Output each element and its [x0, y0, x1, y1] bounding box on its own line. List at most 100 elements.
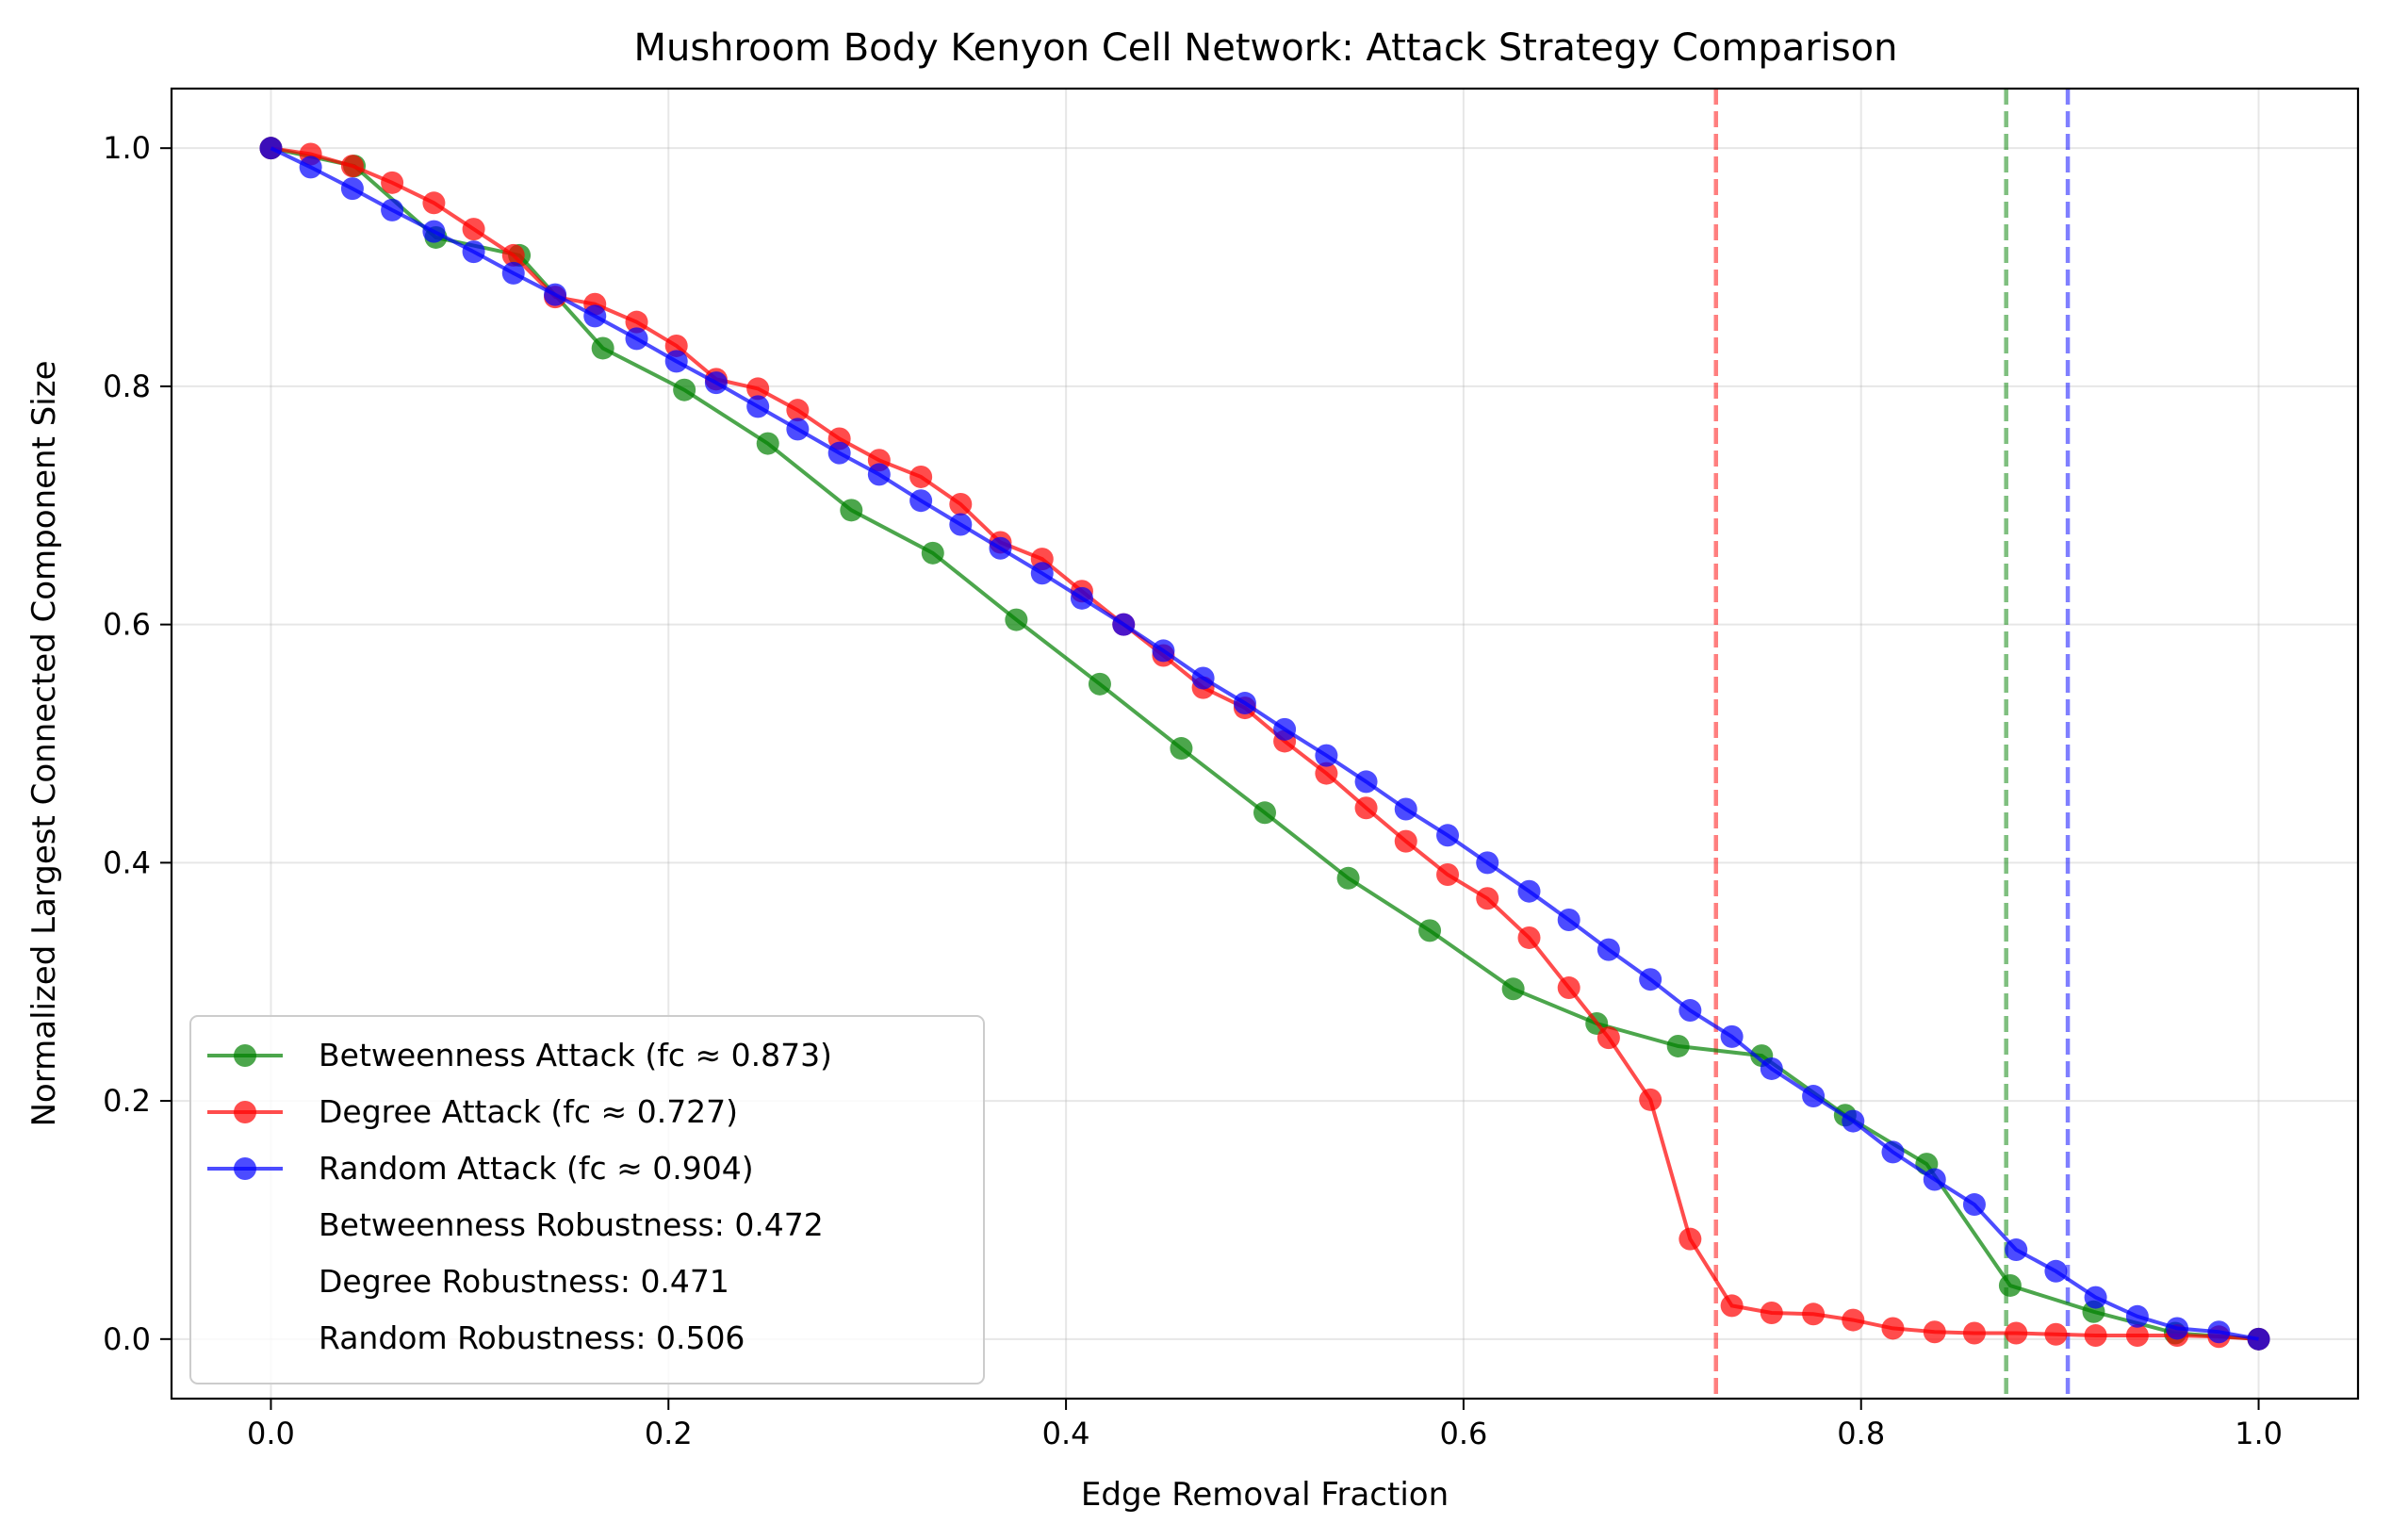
data-point	[1962, 1321, 1986, 1345]
legend-text-betweenness-robustness: Betweenness Robustness: 0.472	[319, 1206, 824, 1243]
data-point	[867, 463, 891, 486]
data-point	[1170, 737, 1193, 761]
data-point	[786, 418, 810, 441]
data-point	[2044, 1322, 2068, 1346]
data-point	[422, 220, 446, 243]
data-point	[501, 243, 525, 267]
data-point	[259, 137, 283, 160]
data-point	[909, 489, 933, 513]
data-point	[1760, 1302, 1783, 1325]
y-tick-label: 0.6	[103, 607, 151, 643]
data-point	[1802, 1302, 1826, 1326]
data-point	[340, 155, 364, 178]
data-point	[1998, 1273, 2022, 1297]
data-point	[1436, 824, 1460, 847]
data-point	[1802, 1085, 1826, 1108]
legend-marker-degree	[234, 1101, 256, 1123]
x-tick-label: 0.4	[1042, 1416, 1090, 1451]
series	[259, 137, 2270, 1351]
y-tick-label: 1.0	[103, 130, 151, 166]
data-point	[1273, 717, 1297, 741]
data-point	[381, 198, 404, 221]
data-point	[1394, 797, 1417, 821]
data-point	[2166, 1317, 2189, 1340]
data-point	[949, 513, 973, 536]
data-point	[1597, 938, 1620, 961]
legend-label-random: Random Attack (fc ≈ 0.904)	[319, 1150, 754, 1187]
x-tick-label: 0.0	[247, 1416, 295, 1451]
data-point	[462, 240, 485, 264]
data-point	[1418, 919, 1442, 942]
data-point	[1679, 999, 1702, 1023]
data-point	[1517, 879, 1541, 903]
y-axis-label: Normalized Largest Connected Component S…	[25, 360, 63, 1126]
data-point	[1315, 744, 1338, 767]
data-point	[1191, 666, 1215, 690]
data-point	[704, 371, 728, 395]
data-point	[1112, 613, 1136, 636]
legend: Betweenness Attack (fc ≈ 0.873) Degree A…	[189, 1015, 985, 1384]
data-point	[1030, 562, 1054, 585]
data-point	[664, 334, 688, 357]
y-tick-label: 0.4	[103, 844, 151, 880]
data-point	[2044, 1259, 2068, 1283]
legend-marker-random	[234, 1157, 256, 1180]
chart-title: Mushroom Body Kenyon Cell Network: Attac…	[633, 26, 1897, 70]
data-point	[1881, 1317, 1905, 1340]
data-point	[1476, 851, 1499, 875]
data-point	[2005, 1238, 2028, 1262]
data-point	[544, 283, 567, 306]
y-tick-label: 0.2	[103, 1083, 151, 1119]
data-point	[1005, 608, 1028, 631]
data-point	[989, 536, 1012, 560]
data-point	[422, 191, 446, 215]
data-point	[1152, 639, 1175, 663]
data-point	[501, 261, 525, 285]
data-point	[2084, 1324, 2107, 1348]
data-point	[1923, 1168, 1946, 1191]
data-point	[827, 441, 851, 465]
data-point	[591, 336, 614, 360]
x-tick-label: 0.8	[1837, 1416, 1885, 1451]
data-point	[2207, 1320, 2231, 1344]
legend-box	[189, 1015, 985, 1384]
data-point	[625, 327, 648, 351]
data-point	[1476, 887, 1499, 910]
plot-frame	[170, 87, 2360, 1401]
data-point	[1253, 801, 1276, 825]
data-point	[1557, 976, 1580, 1000]
data-point	[1233, 692, 1256, 715]
data-point	[673, 378, 696, 401]
x-axis-label: Edge Removal Fraction	[1081, 1476, 1449, 1514]
data-point	[1597, 1026, 1620, 1050]
data-point	[462, 218, 485, 241]
y-axis: 0.0 0.2 0.4 0.6 0.8 1.0	[103, 130, 172, 1357]
data-point	[1720, 1024, 1744, 1048]
threshold-lines	[1713, 89, 2071, 1399]
data-point	[2125, 1304, 2149, 1328]
series-group	[259, 137, 2270, 1351]
data-point	[2125, 1324, 2149, 1348]
data-point	[1336, 866, 1360, 890]
data-point	[1666, 1034, 1690, 1057]
data-point	[1842, 1109, 1865, 1133]
data-point	[1639, 968, 1662, 991]
data-point	[909, 465, 933, 488]
data-point	[2247, 1327, 2270, 1351]
data-point	[583, 304, 607, 328]
data-point	[746, 395, 770, 418]
legend-label-degree: Degree Attack (fc ≈ 0.727)	[319, 1093, 738, 1130]
data-point	[1354, 770, 1378, 794]
data-point	[1394, 829, 1417, 853]
data-point	[1088, 672, 1111, 696]
y-tick-label: 0.8	[103, 369, 151, 404]
legend-text-random-robustness: Random Robustness: 0.506	[319, 1319, 745, 1356]
data-point	[1070, 586, 1093, 610]
data-point	[1923, 1320, 1946, 1344]
y-tick-label: 0.0	[103, 1321, 151, 1357]
x-tick-label: 0.2	[645, 1416, 693, 1451]
data-point	[1501, 977, 1525, 1001]
data-point	[1720, 1294, 1744, 1318]
data-point	[340, 177, 364, 201]
